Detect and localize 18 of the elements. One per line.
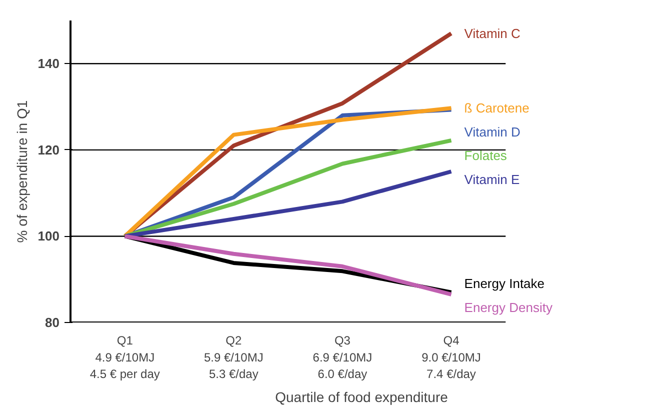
- y-tick-label: 140: [38, 56, 60, 72]
- series-label: Energy Intake: [464, 276, 545, 292]
- series-label: Folates: [464, 148, 508, 164]
- y-tick-label: 100: [38, 228, 60, 244]
- line-series: [122, 170, 454, 238]
- y-tick-label: 80: [45, 315, 60, 330]
- x-tick-label: Q4 9.0 €/10MJ 7.4 €/day: [422, 334, 481, 382]
- x-axis-title: Quartile of food expenditure: [275, 389, 448, 406]
- series-label: ß Carotene: [464, 100, 530, 116]
- x-tick-label: Q3 6.9 €/10MJ 6.0 €/day: [312, 334, 372, 382]
- series-label: Vitamin E: [464, 172, 520, 187]
- series-label: Vitamin C: [464, 26, 520, 41]
- y-axis-title: % of expenditure in Q1: [14, 100, 30, 243]
- x-tick-label: Q2 5.9 €/10MJ 5.3 €/day: [204, 334, 264, 382]
- y-tick-label: 120: [38, 142, 60, 158]
- x-tick-label: Q1 4.9 €/10MJ 4.5 € per day: [90, 334, 160, 382]
- series-label: Vitamin D: [464, 124, 520, 140]
- series-label: Energy Density: [464, 300, 553, 315]
